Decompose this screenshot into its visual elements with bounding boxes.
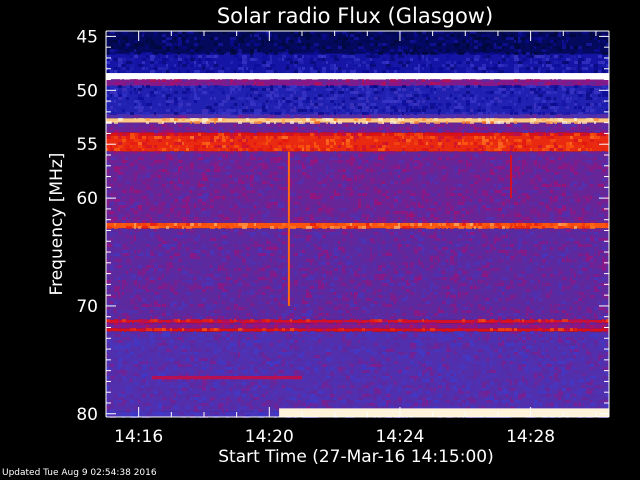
streak-2 bbox=[151, 376, 302, 380]
frequency-band-14 bbox=[106, 323, 609, 329]
frequency-band-3 bbox=[106, 79, 609, 86]
x-tick-label-2: 14:24 bbox=[375, 427, 424, 447]
y-tick-label-55: 55 bbox=[76, 135, 98, 155]
y-tick-label-50: 50 bbox=[76, 81, 98, 101]
y-tick-label-45: 45 bbox=[76, 27, 98, 47]
chart-title: Solar radio Flux (Glasgow) bbox=[217, 4, 493, 28]
frequency-band-13 bbox=[106, 319, 609, 324]
x-tick-label-0: 14:16 bbox=[114, 427, 163, 447]
radio-burst-0 bbox=[287, 151, 290, 306]
frequency-band-8 bbox=[106, 132, 609, 136]
frequency-band-5 bbox=[106, 114, 609, 119]
y-tick-label-70: 70 bbox=[76, 297, 98, 317]
frequency-band-2 bbox=[106, 73, 609, 80]
spectrogram-plot-area bbox=[106, 31, 609, 418]
y-axis-label: Frequency [MHz] bbox=[47, 153, 67, 296]
x-tick-label-1: 14:20 bbox=[245, 427, 294, 447]
radio-burst-1 bbox=[510, 154, 513, 199]
frequency-band-11 bbox=[106, 222, 609, 229]
updated-timestamp: Updated Tue Aug 9 02:54:38 2016 bbox=[2, 468, 157, 478]
y-tick-label-60: 60 bbox=[76, 189, 98, 209]
y-axis: 45 50 55 60 70 80 bbox=[76, 27, 610, 425]
radio-events bbox=[151, 151, 609, 417]
emission-3 bbox=[279, 408, 609, 417]
x-axis-label: Start Time (27-Mar-16 14:15:00) bbox=[218, 447, 493, 467]
y-tick-label-80: 80 bbox=[76, 405, 98, 425]
x-axis: 14:16 14:20 14:24 14:28 bbox=[105, 30, 609, 447]
spectrogram-texture bbox=[106, 31, 609, 418]
x-tick-label-3: 14:28 bbox=[506, 427, 555, 447]
